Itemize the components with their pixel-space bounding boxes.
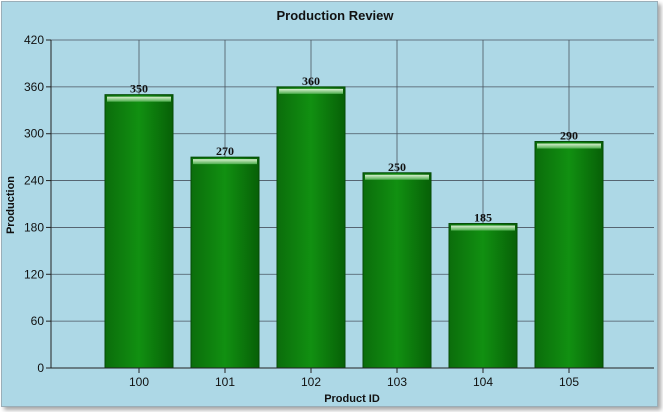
y-tick-label: 360 bbox=[24, 80, 44, 94]
x-tick-label: 100 bbox=[129, 375, 149, 389]
x-tick-label: 105 bbox=[559, 375, 579, 389]
y-tick-labels: 0 60 120 180 240 300 360 420 bbox=[24, 33, 44, 375]
data-label: 290 bbox=[560, 129, 578, 143]
bar-highlight bbox=[365, 174, 429, 180]
data-label: 250 bbox=[388, 160, 406, 174]
data-label: 270 bbox=[216, 144, 234, 158]
bar-highlight bbox=[193, 159, 257, 165]
x-axis-title: Product ID bbox=[324, 393, 380, 405]
x-tick-label: 104 bbox=[473, 375, 493, 389]
chart-frame: Production Review 0 60 120 180 240 300 360 420 … bbox=[1, 1, 658, 407]
x-tick-label: 102 bbox=[301, 375, 321, 389]
bar-103 bbox=[362, 172, 432, 369]
y-tick-label: 420 bbox=[24, 33, 44, 47]
y-tick-label: 240 bbox=[24, 174, 44, 188]
data-label: 360 bbox=[302, 74, 320, 88]
bar-highlight bbox=[107, 96, 171, 102]
axes bbox=[46, 39, 654, 373]
y-tick-label: 180 bbox=[24, 220, 44, 234]
y-tick-label: 60 bbox=[31, 314, 45, 328]
data-label: 350 bbox=[130, 82, 148, 96]
bar-104 bbox=[448, 223, 518, 369]
y-axis-title: Production bbox=[5, 176, 17, 234]
bar-highlight bbox=[451, 225, 515, 231]
x-tick-label: 103 bbox=[387, 375, 407, 389]
y-tick-label: 0 bbox=[37, 361, 44, 375]
data-label: 185 bbox=[474, 211, 492, 225]
bar-100 bbox=[104, 94, 174, 369]
x-tick-label: 101 bbox=[215, 375, 235, 389]
bar-highlight bbox=[279, 88, 343, 94]
data-labels: 350 270 360 250 185 290 bbox=[130, 74, 578, 225]
bar-chart: Production Review 060120180240300360420 … bbox=[5, 8, 654, 405]
y-tick-label: 120 bbox=[24, 267, 44, 281]
bar-105 bbox=[534, 141, 604, 369]
bars bbox=[104, 86, 604, 369]
y-tick-label: 300 bbox=[24, 127, 44, 141]
bar-highlight bbox=[537, 143, 601, 149]
chart-title: Production Review bbox=[276, 8, 394, 23]
x-tick-labels: 100 101 102 103 104 105 bbox=[129, 375, 579, 389]
bar-101 bbox=[190, 156, 260, 369]
bar-102 bbox=[276, 86, 346, 369]
